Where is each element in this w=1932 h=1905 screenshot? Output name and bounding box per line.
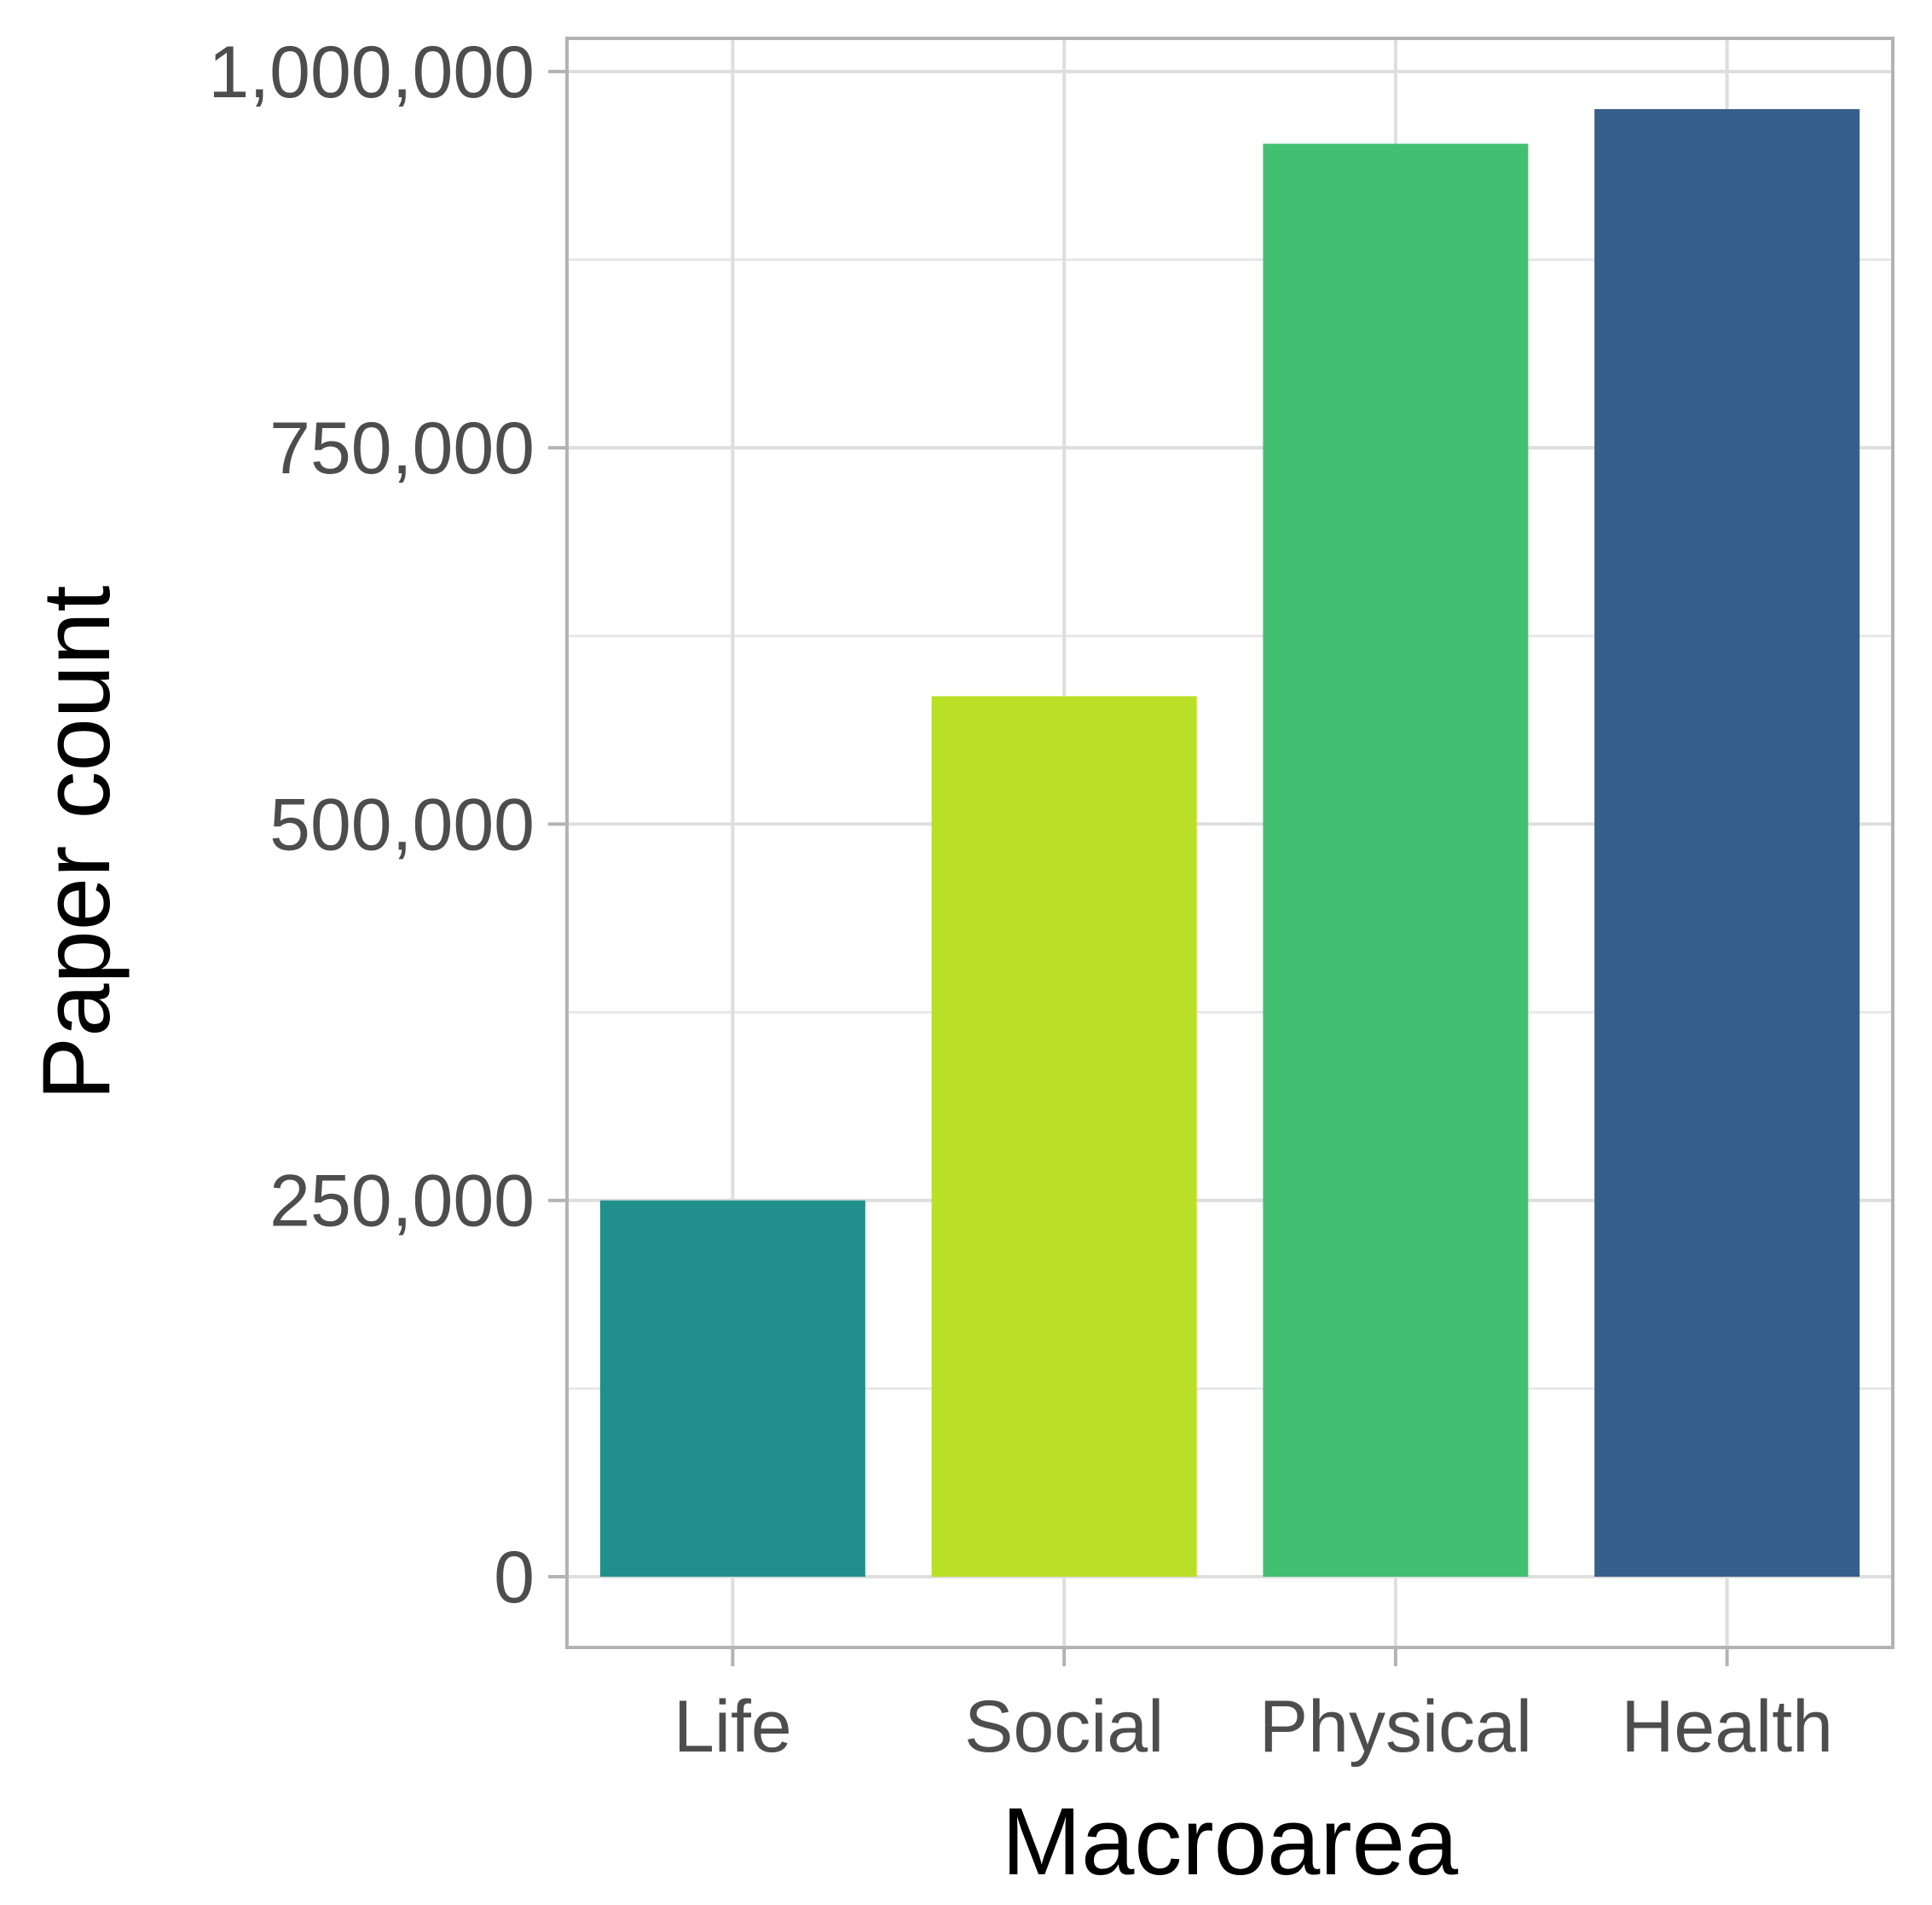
y-tick-label: 500,000: [269, 784, 535, 866]
bar-health: [1594, 108, 1860, 1578]
y-axis-tick-labels: 0 250,000 500,000 750,000 1,000,000: [208, 32, 535, 1618]
x-tick-label: Physical: [1259, 1686, 1532, 1768]
bar-life: [599, 1200, 865, 1578]
bar-physical: [1263, 143, 1529, 1578]
x-tick-label: Health: [1621, 1686, 1833, 1768]
axis-ticks: [548, 69, 1729, 1666]
y-tick-label: 0: [494, 1537, 535, 1618]
x-tick-label: Social: [964, 1686, 1164, 1768]
x-axis-title: Macroarea: [1002, 1788, 1459, 1895]
y-axis-title: Paper count: [23, 586, 130, 1101]
y-tick-label: 250,000: [269, 1161, 535, 1242]
y-tick-label: 1,000,000: [208, 32, 535, 113]
x-tick-label: Life: [674, 1686, 792, 1768]
plot-panel-border: [565, 37, 1894, 1649]
bars: [599, 108, 1860, 1578]
y-tick-label: 750,000: [269, 408, 535, 489]
bar-social: [931, 696, 1197, 1578]
x-axis-tick-labels: Life Social Physical Health: [674, 1686, 1833, 1768]
